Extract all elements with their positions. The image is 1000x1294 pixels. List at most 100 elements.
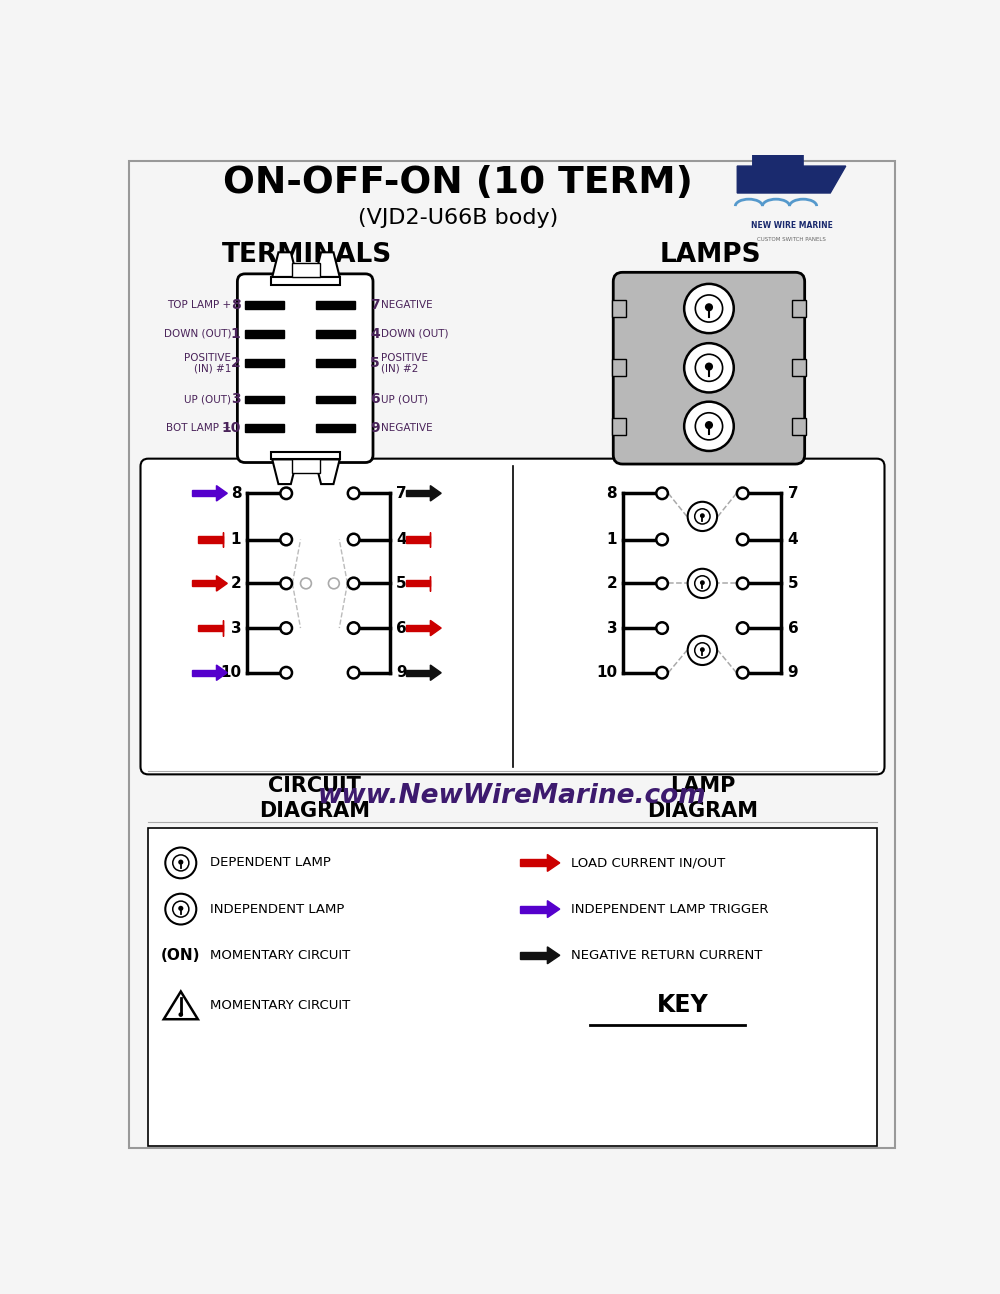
Circle shape xyxy=(700,514,705,518)
Text: 10: 10 xyxy=(596,665,617,681)
Text: 5: 5 xyxy=(396,576,407,591)
Text: 3: 3 xyxy=(231,621,241,635)
Circle shape xyxy=(656,488,668,499)
Text: 1: 1 xyxy=(607,532,617,547)
Text: LOAD CURRENT IN/OUT: LOAD CURRENT IN/OUT xyxy=(571,857,725,870)
FancyBboxPatch shape xyxy=(237,274,373,462)
Polygon shape xyxy=(430,485,441,501)
Text: 6: 6 xyxy=(788,621,798,635)
Bar xyxy=(792,300,806,317)
Bar xyxy=(245,396,284,404)
Bar xyxy=(316,330,355,338)
Circle shape xyxy=(737,666,748,678)
Text: 2: 2 xyxy=(606,576,617,591)
Bar xyxy=(245,424,284,432)
Circle shape xyxy=(178,859,183,864)
Polygon shape xyxy=(272,252,297,277)
Text: DIAGRAM: DIAGRAM xyxy=(647,801,758,822)
Text: 9: 9 xyxy=(370,421,380,435)
Circle shape xyxy=(737,488,748,499)
Text: 8: 8 xyxy=(231,298,240,312)
Bar xyxy=(271,452,340,459)
Text: 9: 9 xyxy=(396,665,407,681)
Circle shape xyxy=(684,343,734,392)
Circle shape xyxy=(684,283,734,333)
Circle shape xyxy=(280,577,292,589)
Polygon shape xyxy=(216,665,227,681)
Text: NEGATIVE: NEGATIVE xyxy=(381,300,432,309)
Text: MOMENTARY CIRCUIT: MOMENTARY CIRCUIT xyxy=(210,949,351,961)
Text: 8: 8 xyxy=(231,485,241,501)
Circle shape xyxy=(280,622,292,634)
Circle shape xyxy=(165,848,196,879)
Bar xyxy=(292,459,320,474)
Circle shape xyxy=(737,622,748,634)
Text: 3: 3 xyxy=(606,621,617,635)
FancyBboxPatch shape xyxy=(406,580,430,586)
Circle shape xyxy=(165,894,196,924)
FancyBboxPatch shape xyxy=(140,458,884,774)
Bar xyxy=(292,263,320,277)
Polygon shape xyxy=(737,166,846,193)
Bar xyxy=(245,360,284,367)
Text: TOP LAMP +: TOP LAMP + xyxy=(167,300,231,309)
FancyBboxPatch shape xyxy=(520,859,547,867)
Text: ON-OFF-ON (10 TERM): ON-OFF-ON (10 TERM) xyxy=(223,166,693,201)
FancyBboxPatch shape xyxy=(406,669,430,675)
Polygon shape xyxy=(430,665,441,681)
Circle shape xyxy=(348,577,359,589)
Circle shape xyxy=(301,578,311,589)
Text: DOWN (OUT): DOWN (OUT) xyxy=(381,329,448,339)
Circle shape xyxy=(700,580,705,585)
Polygon shape xyxy=(272,459,297,484)
Text: CUSTOM SWITCH PANELS: CUSTOM SWITCH PANELS xyxy=(757,237,826,242)
Circle shape xyxy=(656,577,668,589)
Bar xyxy=(316,424,355,432)
Text: 4: 4 xyxy=(788,532,798,547)
Text: NEGATIVE: NEGATIVE xyxy=(381,423,432,433)
Polygon shape xyxy=(547,901,560,917)
Polygon shape xyxy=(430,620,441,635)
Text: 3: 3 xyxy=(231,392,240,406)
Text: POSITIVE
(IN) #2: POSITIVE (IN) #2 xyxy=(381,353,428,374)
Polygon shape xyxy=(753,128,803,166)
Text: LAMPS: LAMPS xyxy=(659,242,761,268)
Text: 7: 7 xyxy=(788,485,798,501)
Bar xyxy=(792,418,806,435)
Text: (VJD2-U66B body): (VJD2-U66B body) xyxy=(358,208,558,229)
Text: NEW WIRE MARINE: NEW WIRE MARINE xyxy=(751,221,832,230)
FancyBboxPatch shape xyxy=(198,625,223,631)
Circle shape xyxy=(280,533,292,545)
Circle shape xyxy=(348,533,359,545)
Circle shape xyxy=(656,533,668,545)
Circle shape xyxy=(737,533,748,545)
Bar xyxy=(316,360,355,367)
Text: www.NewWireMarine.com: www.NewWireMarine.com xyxy=(318,783,707,809)
Bar xyxy=(316,396,355,404)
FancyBboxPatch shape xyxy=(520,952,547,959)
Text: 2: 2 xyxy=(231,356,240,370)
Circle shape xyxy=(348,488,359,499)
Text: 4: 4 xyxy=(370,327,380,340)
Text: POSITIVE
(IN) #1: POSITIVE (IN) #1 xyxy=(184,353,231,374)
Circle shape xyxy=(656,622,668,634)
Bar xyxy=(245,330,284,338)
Polygon shape xyxy=(164,991,198,1020)
Text: 10: 10 xyxy=(220,665,241,681)
Text: 7: 7 xyxy=(370,298,380,312)
Circle shape xyxy=(178,1012,183,1017)
Bar xyxy=(271,277,340,285)
FancyBboxPatch shape xyxy=(192,490,216,497)
Text: BOT LAMP +: BOT LAMP + xyxy=(166,423,231,433)
Circle shape xyxy=(700,647,705,652)
FancyBboxPatch shape xyxy=(198,537,223,542)
Circle shape xyxy=(280,488,292,499)
Circle shape xyxy=(737,577,748,589)
Text: DEPENDENT LAMP: DEPENDENT LAMP xyxy=(210,857,331,870)
Text: TERMINALS: TERMINALS xyxy=(222,242,392,268)
Bar xyxy=(792,360,806,377)
Text: NEGATIVE RETURN CURRENT: NEGATIVE RETURN CURRENT xyxy=(571,949,762,961)
Circle shape xyxy=(348,622,359,634)
Polygon shape xyxy=(315,252,340,277)
Bar xyxy=(245,300,284,308)
